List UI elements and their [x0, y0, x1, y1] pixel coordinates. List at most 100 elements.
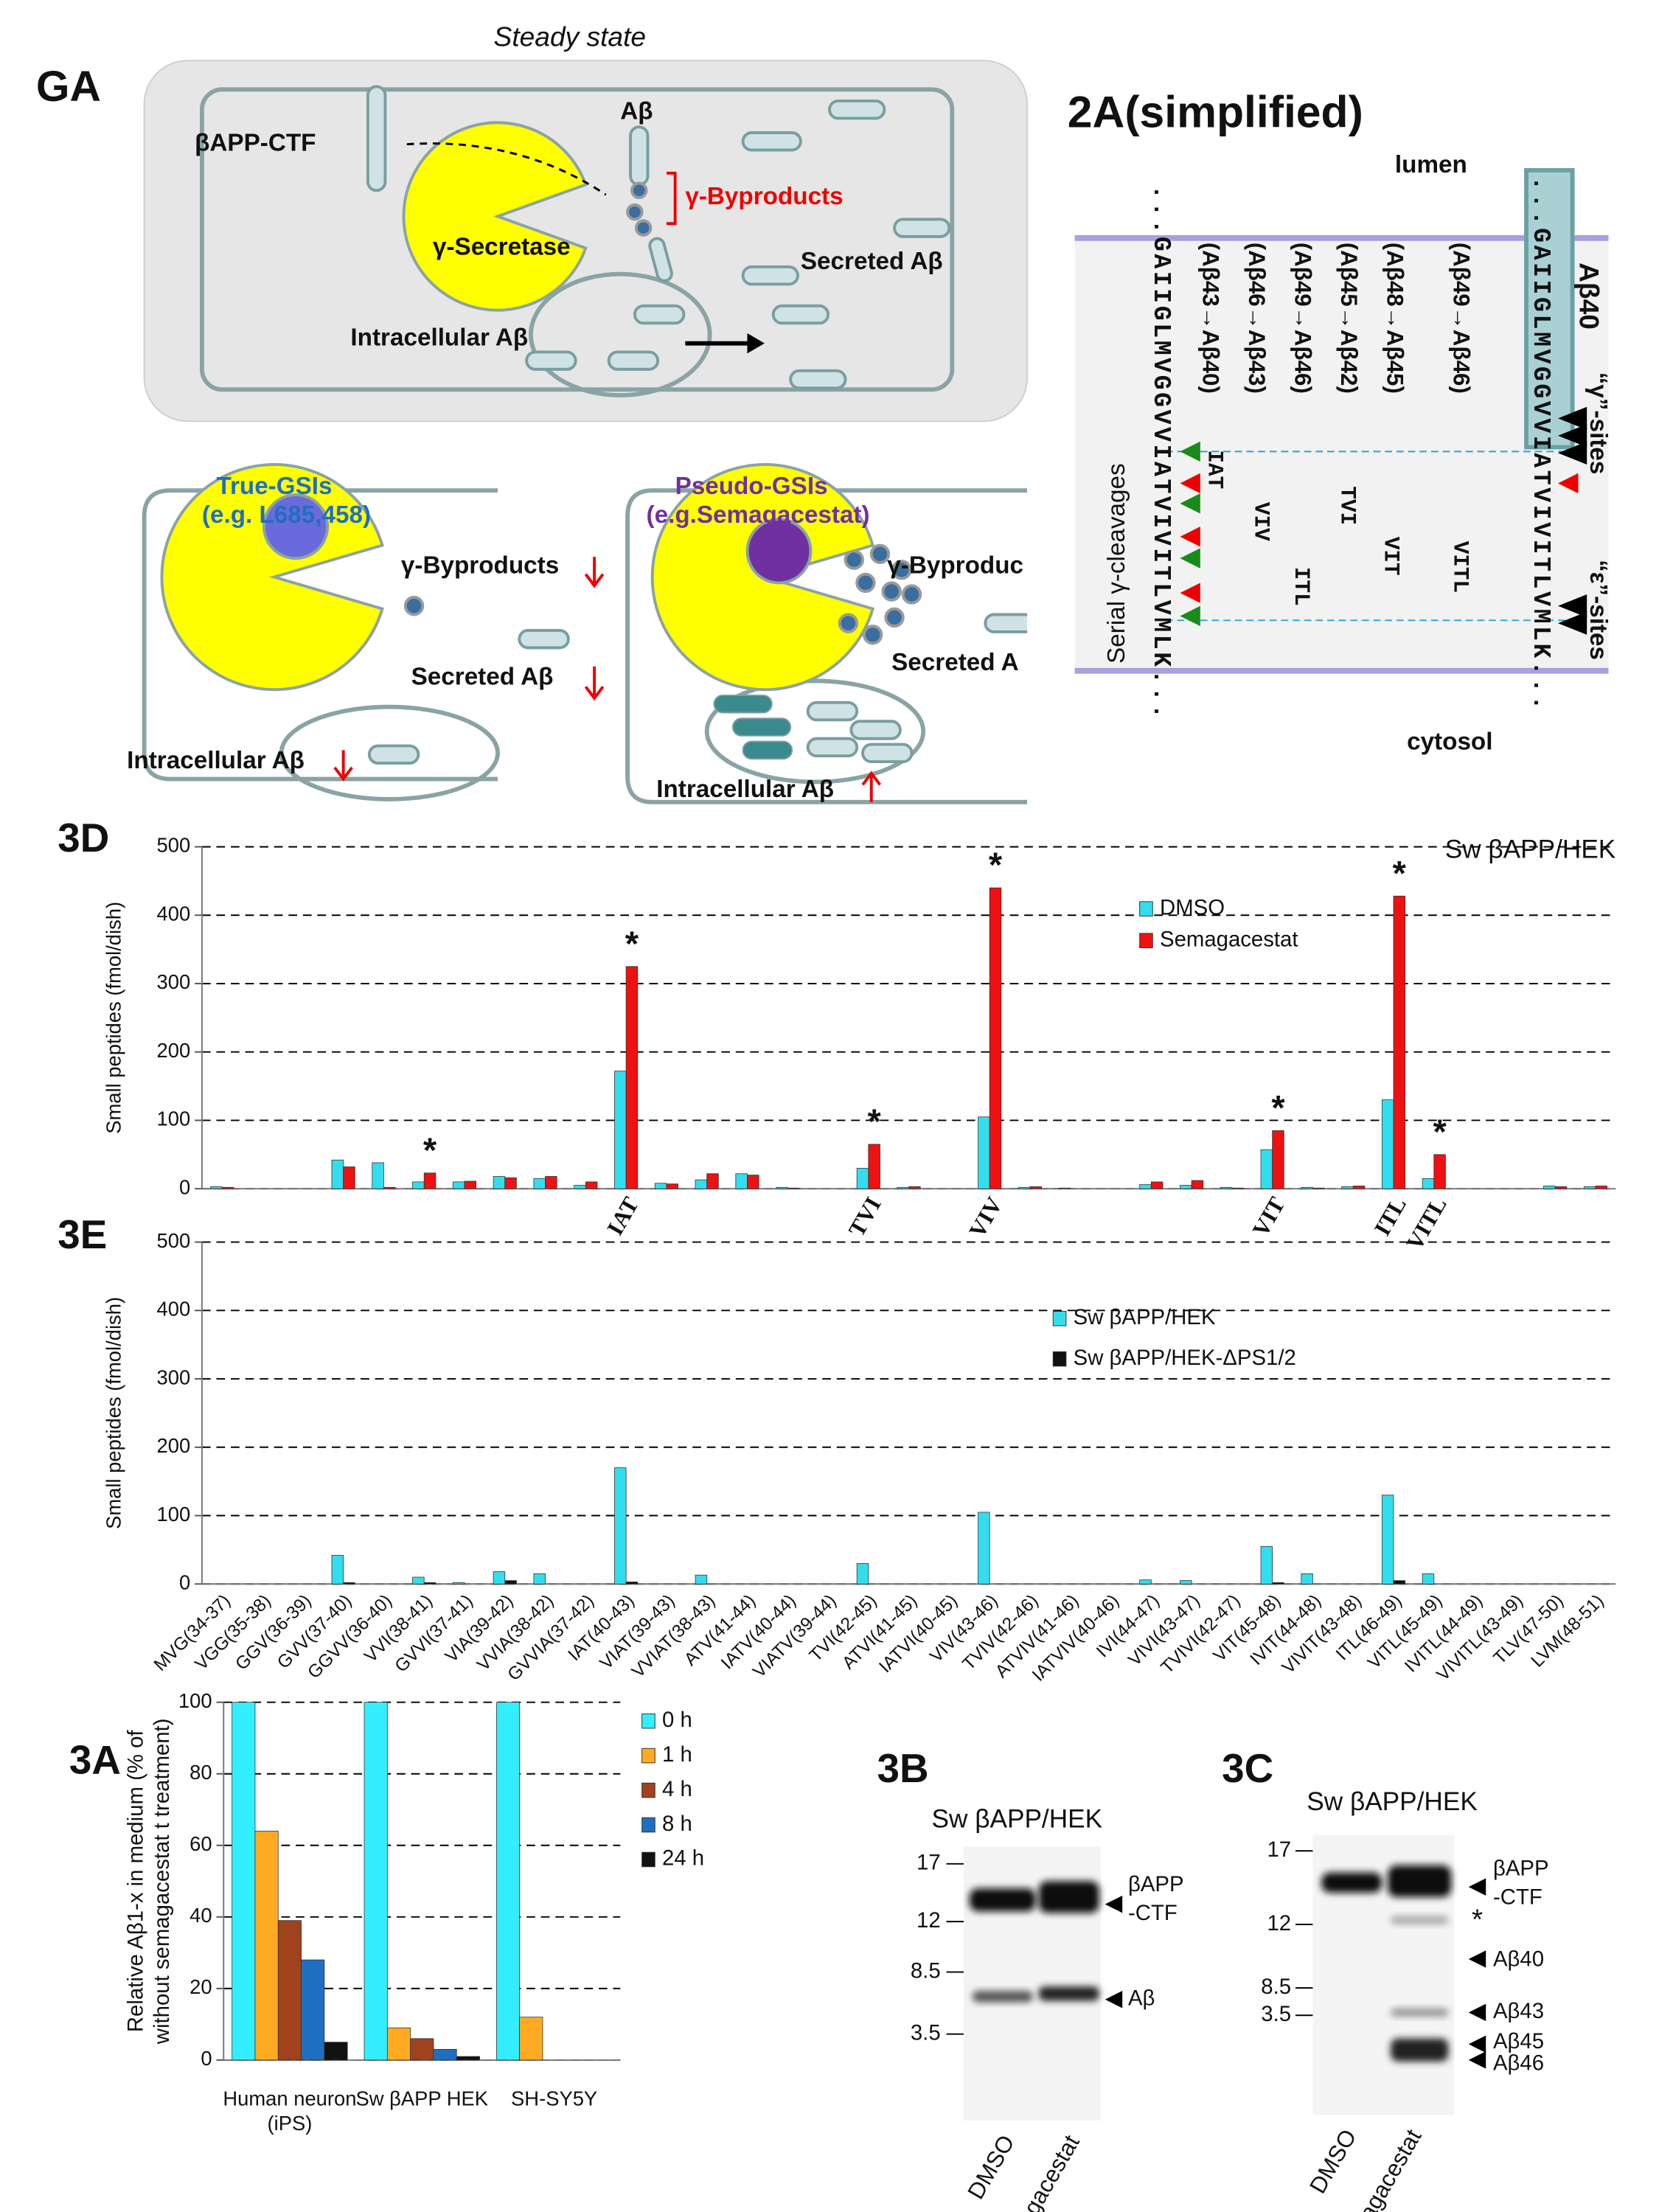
band-label: *: [1472, 1904, 1483, 1935]
title: Steady state: [494, 21, 647, 52]
triangle: [1558, 441, 1587, 465]
byproduct: [634, 219, 653, 237]
intracellular-abeta: [861, 742, 914, 764]
bar: [412, 1576, 425, 1585]
band-label: -CTF: [1493, 1885, 1543, 1910]
band-label: Aβ40: [1493, 1947, 1544, 1972]
figure-2a: 2A(simplified) lumen cytosol ...GAIIGLMV…: [1068, 87, 1612, 756]
bar: [1583, 1186, 1596, 1189]
legend-label: 4 h: [662, 1777, 692, 1801]
intracellular-abeta: [713, 695, 773, 714]
significance: *: [423, 1130, 437, 1169]
byproduct: [630, 181, 648, 200]
bar: [1595, 1186, 1607, 1189]
triangle: [1180, 493, 1200, 514]
label: Secreted A: [891, 649, 1018, 676]
mw-ticks: [1295, 1850, 1313, 2017]
bar: [1433, 1154, 1446, 1189]
triangle: [1180, 548, 1200, 568]
legend-swatch: [641, 1747, 655, 1764]
intracellular-abeta: [607, 350, 660, 371]
band: [1388, 1865, 1452, 1897]
vesicle: [529, 271, 712, 398]
y-tick-label: 400: [157, 902, 191, 925]
legend-label: Sw βAPP/HEK: [1074, 1305, 1216, 1329]
panel-label: GA: [36, 63, 101, 111]
byproduct: [838, 613, 859, 633]
peptide: [648, 237, 673, 282]
triangle: [1180, 582, 1200, 603]
intracellular-abeta: [806, 737, 859, 758]
label: Intracellular Aβ: [656, 776, 834, 803]
intracellular-abeta: [849, 720, 902, 740]
bar: [695, 1179, 708, 1189]
clip: [1027, 476, 1071, 823]
peptide: TVI: [1335, 486, 1360, 525]
bar: [210, 1186, 223, 1189]
y-tick-label: 100: [157, 1107, 191, 1130]
bar: [1231, 1187, 1244, 1189]
y-tick-label: 0: [179, 1571, 190, 1593]
bar: [1381, 1495, 1394, 1585]
vesicle: [279, 704, 500, 801]
bar: [585, 1181, 598, 1189]
legend-label: Semagacestat: [1160, 927, 1298, 951]
legend-label: 8 h: [662, 1812, 692, 1836]
lane-label: DMSO: [1304, 2125, 1361, 2198]
bar: [277, 1920, 302, 2061]
label: βAPP-CTF: [195, 129, 316, 156]
bar: [614, 1467, 627, 1585]
panel-label: 3E: [58, 1211, 107, 1257]
bar: [383, 1186, 396, 1189]
bar: [343, 1582, 355, 1585]
bar: [504, 1177, 517, 1189]
bar: [301, 1959, 325, 2061]
legend-swatch: [1052, 1351, 1067, 1367]
mw-marker: 17: [1267, 1837, 1291, 1862]
bar: [504, 1580, 517, 1585]
triangle: [1558, 424, 1587, 448]
triangle: [1558, 406, 1587, 431]
y-axis-label: Small peptides (fmol/dish): [102, 1297, 125, 1529]
panel-label: 3B: [877, 1745, 929, 1791]
arrow: [1468, 2035, 1486, 2053]
intracellular-abeta: [525, 350, 577, 371]
band-label: Aβ: [1128, 1986, 1155, 2010]
y-tick-label: 60: [189, 1832, 212, 1855]
secreted-abeta: [828, 100, 886, 120]
band-label: Aβ46: [1493, 2051, 1544, 2076]
mw-marker: 17: [917, 1851, 941, 1875]
triangle: [1180, 441, 1200, 462]
abeta40: Aβ40: [1573, 262, 1604, 330]
step: (Aβ45→Aβ42): [1336, 243, 1362, 394]
bar: [1422, 1178, 1435, 1189]
bar: [978, 1512, 990, 1585]
legend-label: Sw βAPP/HEK-ΔPS1/2: [1074, 1346, 1296, 1370]
peptide: IAT: [1203, 450, 1227, 489]
label: Pseudo-GSIs: [675, 473, 828, 500]
significance: *: [1271, 1088, 1285, 1127]
lane-label: DMSO: [963, 2131, 1020, 2204]
panel-label: 3A: [69, 1736, 121, 1782]
bracket: [666, 171, 677, 226]
bar: [433, 2048, 457, 2061]
y-axis-label: Small peptides (fmol/dish): [102, 902, 125, 1134]
label: Secreted Aβ: [801, 248, 943, 275]
bar: [625, 1582, 639, 1585]
byproduct: [855, 572, 876, 594]
bar: [1018, 1186, 1031, 1189]
bar: [232, 1702, 256, 2061]
mw-marker: 3.5: [911, 2020, 941, 2045]
sequence: ...GAIIGLMVGGVVIATVIVITLVMLK...: [1527, 176, 1555, 713]
legend-swatch: [1139, 933, 1153, 948]
significance: *: [989, 845, 1003, 884]
peptide: VIV: [1248, 502, 1273, 541]
y-tick-label: 200: [157, 1039, 191, 1062]
down-arrow: [333, 750, 353, 782]
bar: [989, 887, 1002, 1189]
bar: [856, 1563, 869, 1585]
bar: [364, 1702, 388, 2061]
triangle: [1558, 611, 1587, 635]
